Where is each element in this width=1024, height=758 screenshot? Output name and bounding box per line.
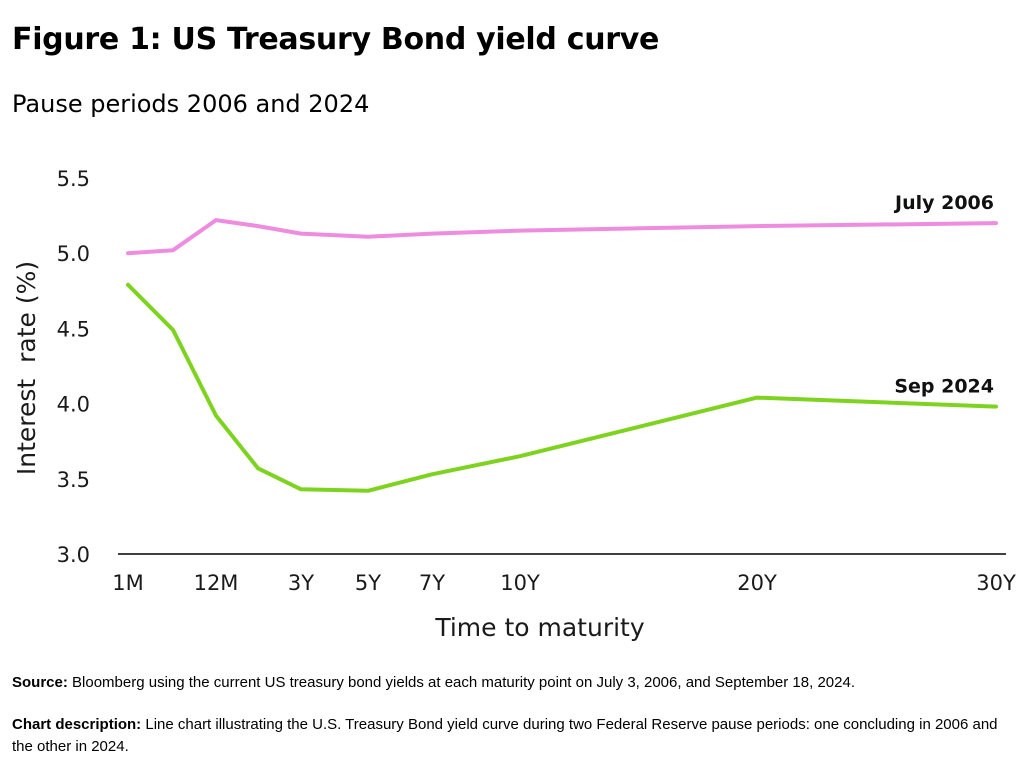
source-note: Source: Bloomberg using the current US t… [12, 672, 1012, 694]
y-tick-label: 3.0 [57, 543, 90, 567]
series-labels: July 2006 Sep 2024 [893, 192, 994, 397]
series-line-sep-2024 [126, 282, 998, 493]
series-label-sep-2024: Sep 2024 [894, 376, 994, 398]
y-tick-label: 5.5 [57, 167, 90, 191]
x-axis-label: Time to maturity [434, 613, 645, 642]
yield-curve-chart: 3.03.54.04.55.05.5 1M 12M 3Y 5Y 7Y 10Y 20Y 30Y … [12, 167, 1016, 642]
x-tick-label: 3Y [288, 571, 314, 595]
x-tick-label: 20Y [737, 571, 777, 595]
x-tick-label: 5Y [355, 571, 381, 595]
series-line-july-2006 [126, 218, 998, 256]
x-tick-label: 7Y [419, 571, 445, 595]
y-tick-label: 5.0 [57, 242, 90, 266]
description-label: Chart description: [12, 716, 142, 733]
y-tick-label: 3.5 [57, 468, 90, 492]
source-label: Source: [12, 674, 68, 691]
y-axis-ticks: 3.0 3.5 4.0 4.5 5.0 5.5 [57, 167, 90, 567]
series-lines [126, 218, 998, 493]
y-axis-label: Interest rate (%) [12, 261, 41, 475]
x-tick-label: 10Y [500, 571, 540, 595]
chart-title: Figure 1: US Treasury Bond yield curve [12, 22, 660, 57]
chart-description-note: Chart description: Line chart illustrati… [12, 714, 1012, 758]
x-tick-label: 30Y [976, 571, 1016, 595]
description-text: Line chart illustrating the U.S. Treasur… [12, 716, 998, 755]
chart-subtitle: Pause periods 2006 and 2024 [12, 90, 370, 118]
x-tick-label: 12M [194, 571, 239, 595]
y-tick-label: 4.5 [57, 317, 90, 341]
x-tick-label: 1M [112, 571, 143, 595]
source-text: Bloomberg using the current US treasury … [67, 674, 855, 691]
series-label-july-2006: July 2006 [893, 192, 994, 214]
x-axis-ticks: 1M 12M 3Y 5Y 7Y 10Y 20Y 30Y [112, 571, 1016, 595]
y-tick-label: 4.0 [57, 393, 90, 417]
